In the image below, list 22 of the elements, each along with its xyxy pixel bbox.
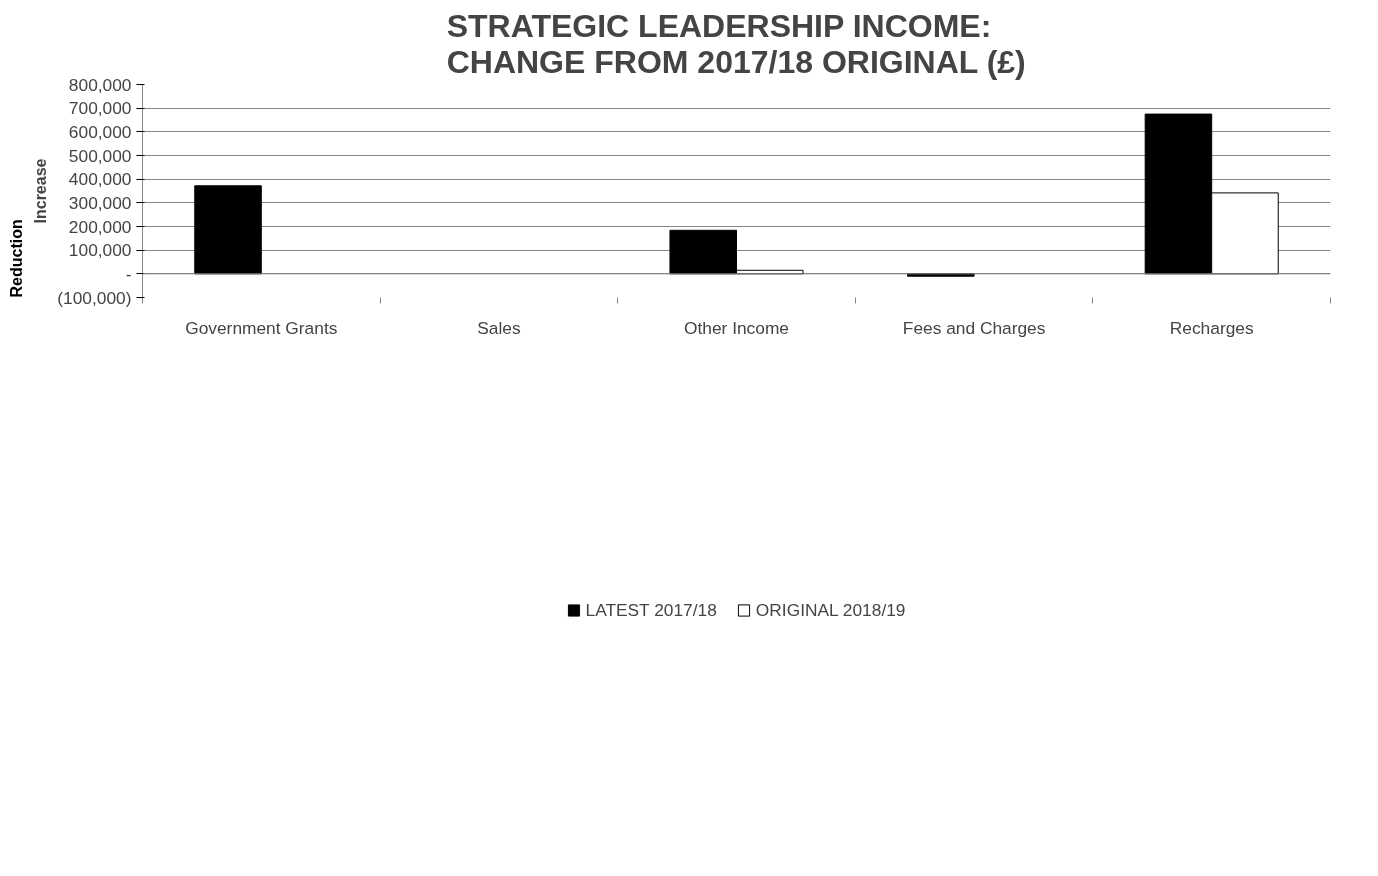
y-tick-label: - [125, 263, 132, 284]
y-tick-label: 100,000 [68, 240, 132, 261]
y-tick-label: 600,000 [68, 121, 132, 142]
y-tick-label: 500,000 [68, 145, 132, 166]
y-tick-label: (100,000) [57, 287, 132, 308]
legend-label: LATEST 2017/18 [585, 599, 717, 621]
y-tick-label: 800,000 [68, 74, 132, 95]
bar [194, 185, 262, 275]
chart-title: STRATEGIC LEADERSHIP INCOME: CHANGE FROM 2017/18 ORIGINAL (£) [446, 7, 1026, 80]
bar [907, 273, 975, 277]
x-tick-label: Government Grants [185, 317, 338, 338]
y-tick-label: 300,000 [68, 192, 132, 213]
y-axis-title: Increase [32, 158, 50, 224]
x-tick-label: Sales [477, 317, 521, 338]
x-tick-label: Other Income [684, 317, 789, 338]
text: Reduction [7, 219, 25, 298]
y-tick-label: 400,000 [68, 169, 132, 190]
x-tick-label: Fees and Charges [902, 317, 1046, 338]
y-tick-label: 700,000 [68, 98, 132, 119]
x-tick-label: Recharges [1169, 317, 1254, 338]
y-tick-label: 200,000 [68, 216, 132, 237]
legend-label: ORIGINAL 2018/19 [755, 599, 906, 621]
